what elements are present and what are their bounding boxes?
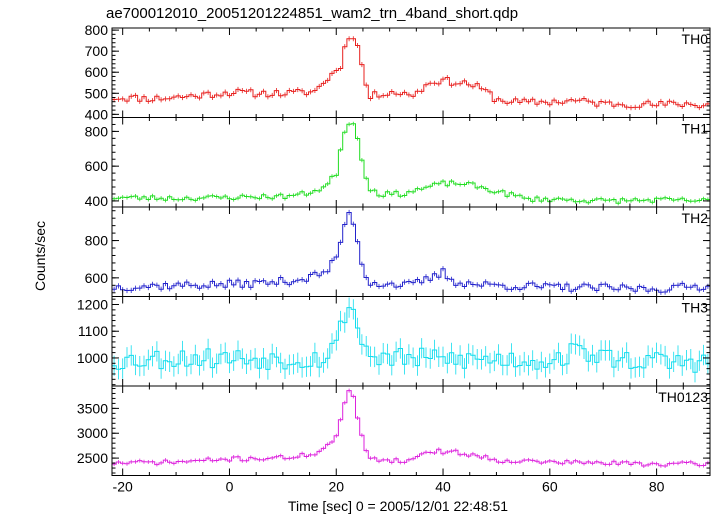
series-error-bars-th2 [113, 209, 709, 295]
y-tick-label: 700 [85, 43, 109, 59]
series-th0123 [112, 388, 710, 468]
panel-label-th3: TH3 [682, 300, 709, 316]
panel-label-th2: TH2 [682, 210, 709, 226]
series-th0 [112, 36, 710, 111]
y-tick-label: 1000 [77, 350, 108, 366]
series-error-bars-th3 [113, 297, 709, 383]
series-line-th3 [112, 307, 710, 373]
x-tick-label: 40 [435, 479, 451, 495]
y-tick-label: 3500 [77, 400, 108, 416]
panel-frame [111, 117, 711, 208]
x-tick-label: -20 [113, 479, 133, 495]
y-axis-label: Counts/sec [32, 221, 48, 291]
series-th1 [112, 121, 710, 206]
y-tick-label: 600 [85, 158, 109, 174]
x-axis-label: Time [sec] 0 = 2005/12/01 22:48:51 [288, 498, 508, 514]
y-tick-label: 3000 [77, 425, 108, 441]
panels: 400 500 600 700 800 TH0 400 600 800 TH1 600 800 TH2 1… [77, 22, 711, 476]
series-line-th2 [112, 212, 710, 293]
x-tick-labels: -20 0 20 40 60 80 [113, 479, 665, 495]
y-tick-label: 800 [85, 233, 109, 249]
panel-label-th0: TH0 [682, 31, 709, 47]
y-tick-label: 600 [85, 64, 109, 80]
y-tick-label: 400 [85, 106, 109, 122]
chart-title: ae700012010_20051201224851_wam2_trn_4ban… [106, 5, 518, 22]
y-tick-label: 800 [85, 22, 109, 38]
y-tick-label: 800 [85, 123, 109, 139]
panel-th0123: 2500 3000 3500 TH0123 [77, 385, 711, 476]
y-tick-label: 1100 [78, 323, 108, 339]
series-error-bars-th1 [113, 121, 709, 206]
series-error-bars-th0 [113, 36, 709, 111]
panel-th1: 400 600 800 TH1 [85, 117, 711, 209]
y-tick-label: 1200 [77, 297, 108, 313]
series-error-bars-th0123 [113, 388, 709, 468]
y-tick-label: 500 [85, 85, 109, 101]
x-tick-label: 60 [542, 479, 558, 495]
x-tick-label: 20 [328, 479, 344, 495]
y-tick-label: 400 [85, 193, 109, 209]
x-tick-label: 80 [649, 479, 665, 495]
series-line-th0123 [112, 390, 710, 467]
panel-frame [111, 296, 711, 387]
y-tick-label: 600 [85, 270, 109, 286]
y-tick-label: 2500 [77, 450, 108, 466]
panel-th0: 400 500 600 700 800 TH0 [85, 22, 711, 122]
panel-frame [111, 385, 711, 476]
series-th2 [112, 209, 710, 295]
panel-th2: 600 800 TH2 [85, 206, 711, 297]
panel-th3: 1000 1100 1200 TH3 [77, 296, 711, 387]
x-tick-label: 0 [226, 479, 234, 495]
panel-label-th1: TH1 [682, 121, 709, 137]
panel-label-th0123: TH0123 [658, 389, 708, 405]
series-th3 [112, 297, 710, 383]
series-line-th0 [112, 38, 710, 109]
series-line-th1 [112, 123, 710, 204]
